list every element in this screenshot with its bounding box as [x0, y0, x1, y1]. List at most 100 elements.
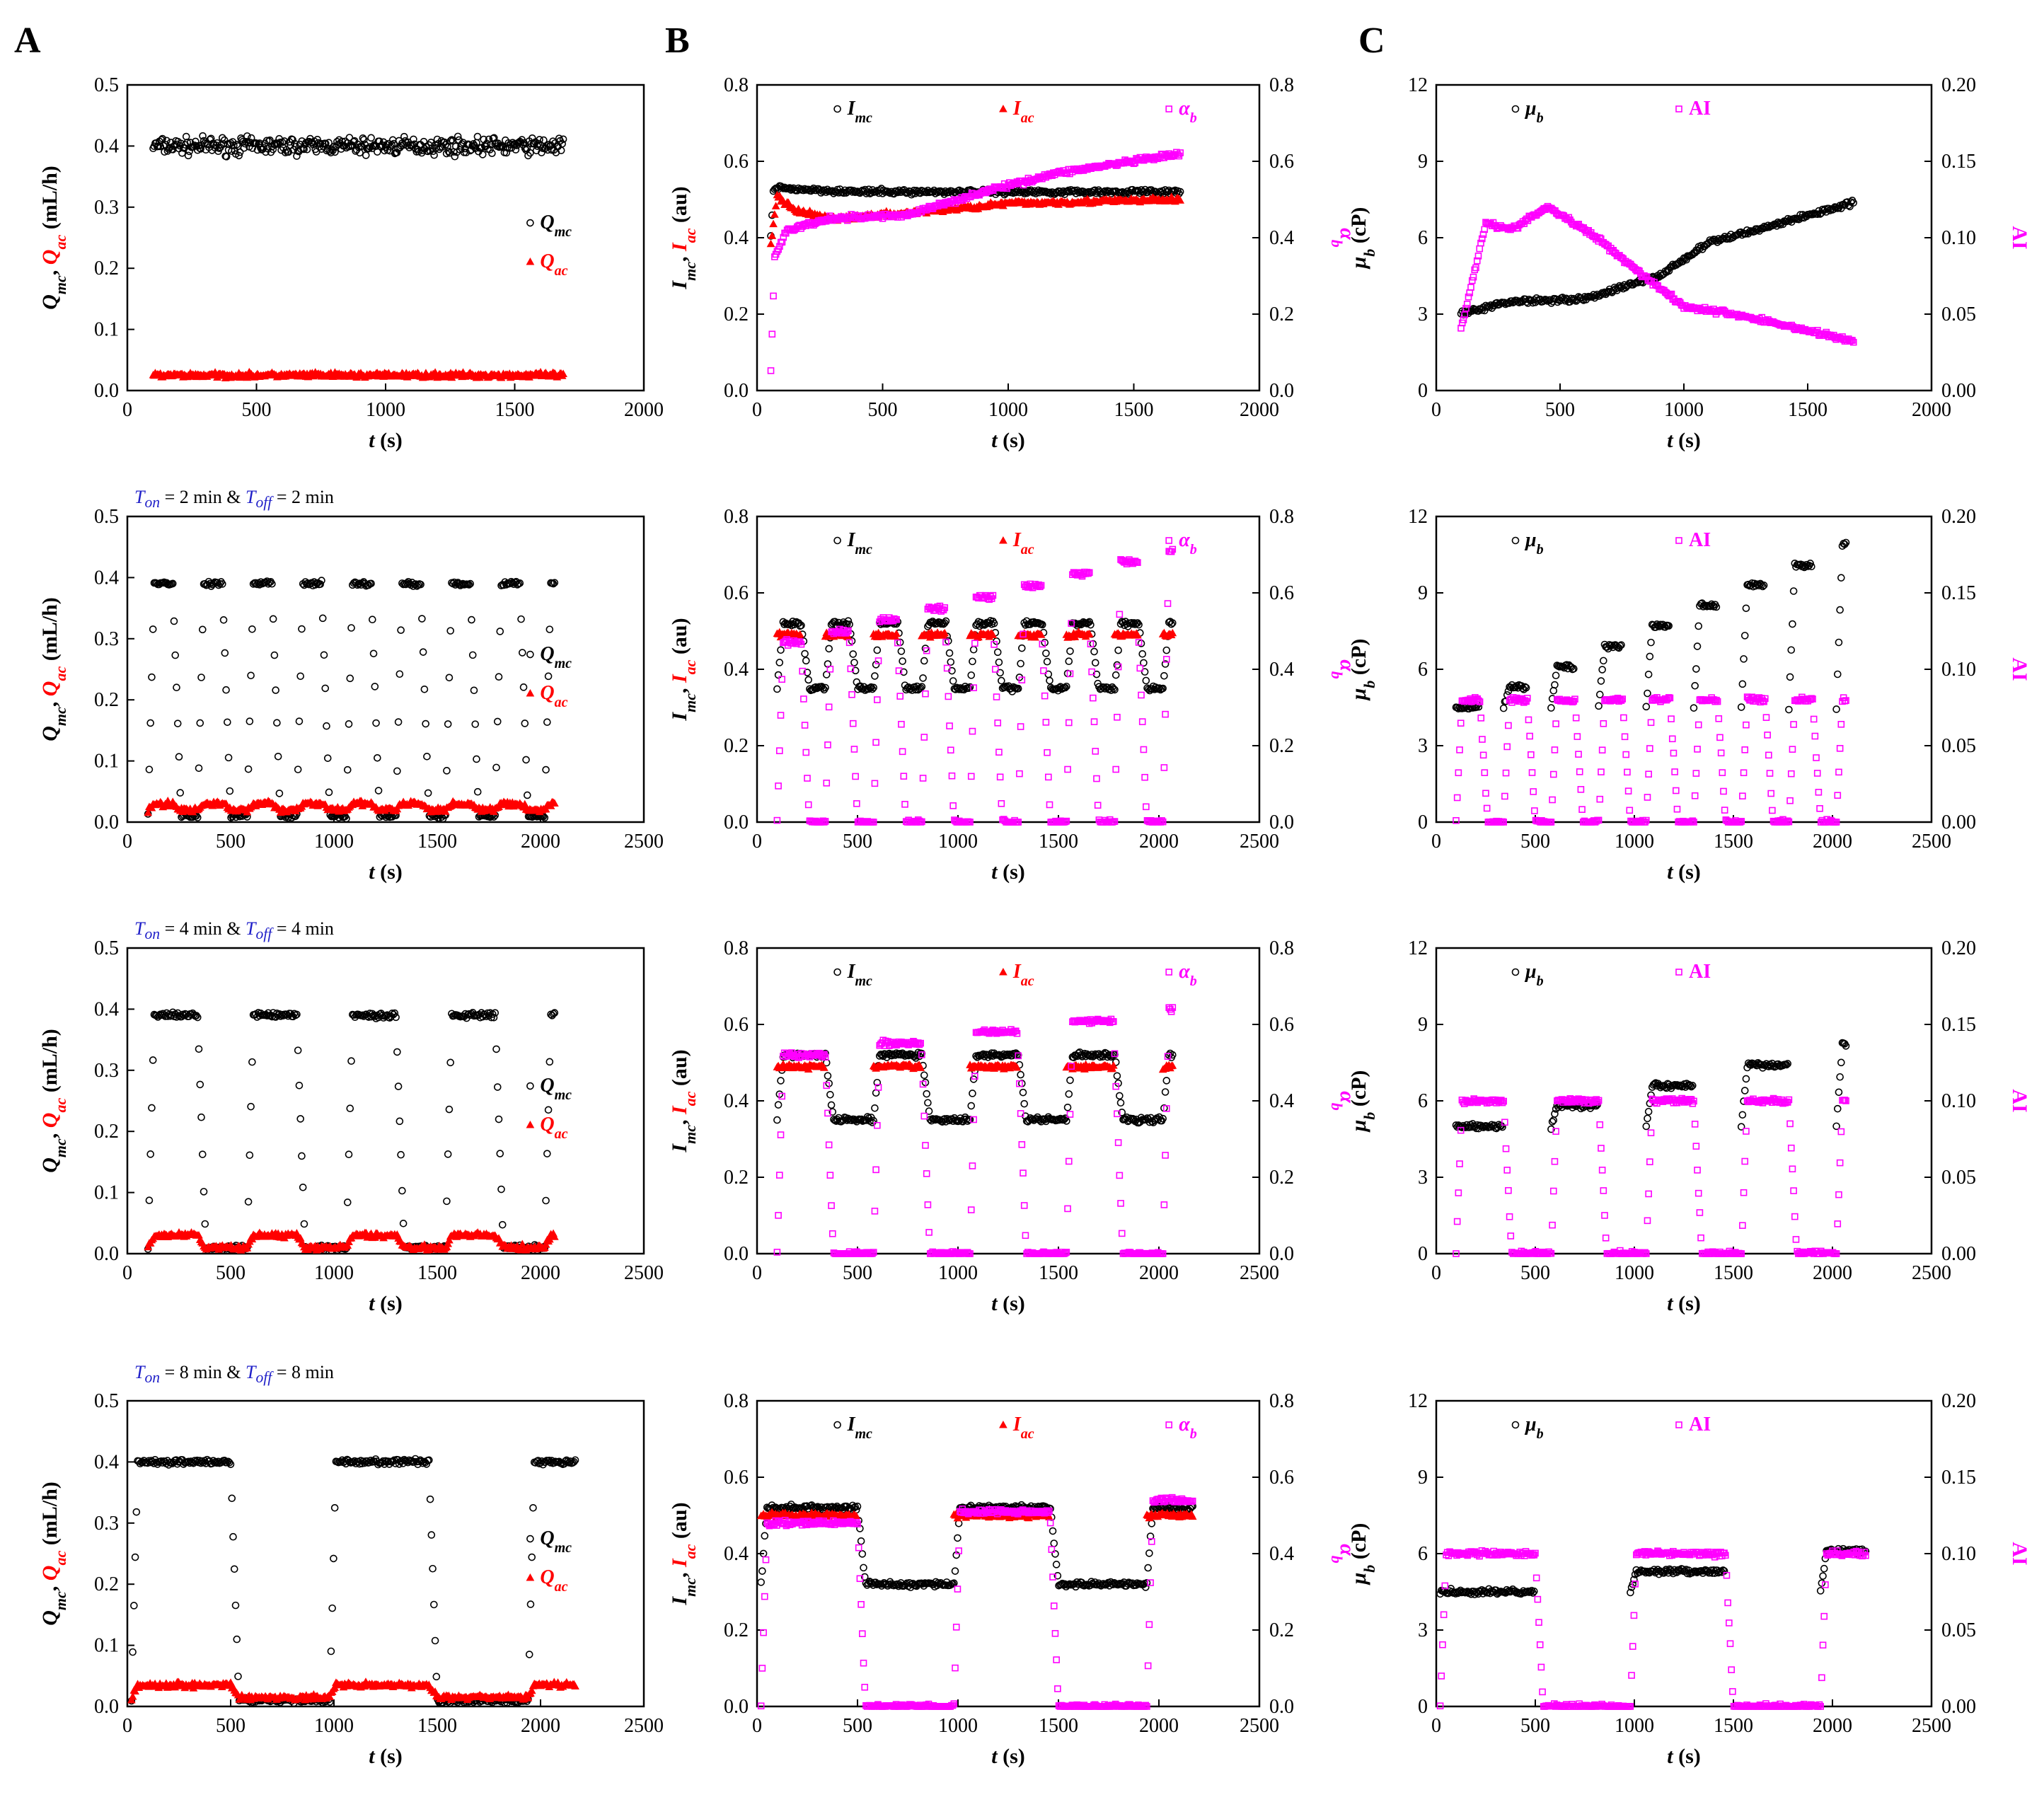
data-point — [473, 787, 482, 796]
data-point — [1455, 769, 1462, 777]
data-point — [1091, 659, 1099, 667]
data-point — [1090, 694, 1097, 702]
y-tick-label: 0.5 — [94, 506, 119, 528]
data-point — [1045, 773, 1052, 781]
y-axis-label: μb (cP) — [1347, 207, 1378, 270]
x-tick-label: 0 — [752, 831, 762, 853]
data-point — [1066, 647, 1074, 655]
data-point — [1644, 670, 1653, 678]
data-point — [1764, 732, 1771, 739]
y-tick-label: 0.5 — [94, 74, 119, 96]
data-point — [445, 1105, 454, 1114]
data-point — [969, 727, 976, 735]
data-point — [900, 773, 908, 780]
data-point — [369, 649, 378, 658]
data-point — [994, 720, 1002, 727]
data-point — [493, 1083, 502, 1091]
data-point — [483, 139, 491, 148]
data-point — [897, 647, 906, 655]
y-tick-label: 0.1 — [94, 751, 119, 773]
panel-label-c: C — [1358, 21, 1385, 61]
data-point — [1114, 713, 1121, 721]
data-point — [969, 657, 976, 666]
y-tick-label: 0.1 — [94, 319, 119, 341]
y-axis-label: μb (cP) — [1347, 639, 1378, 702]
data-point — [1645, 770, 1652, 778]
y-tick-label: 0.4 — [724, 227, 749, 249]
data-point — [198, 1150, 207, 1158]
data-point — [448, 136, 456, 144]
y2-tick-label: 0.8 — [1269, 506, 1294, 528]
condition-label-row4: Ton = 8 min & Toff = 8 min — [134, 1362, 334, 1387]
data-point — [1766, 770, 1774, 777]
data-point — [197, 674, 205, 681]
x-tick-label: 1000 — [1615, 831, 1654, 853]
x-tick-label: 0 — [752, 399, 762, 421]
legend-marker — [1511, 105, 1520, 113]
data-point — [802, 749, 810, 756]
data-point — [1837, 720, 1845, 728]
data-point — [419, 648, 427, 656]
data-point — [296, 672, 304, 681]
data-point — [1813, 754, 1820, 761]
data-point — [145, 1196, 154, 1204]
series-A3-Q_mc — [144, 1008, 559, 1255]
data-point — [543, 1150, 551, 1157]
data-point — [517, 615, 525, 623]
data-point — [492, 763, 500, 772]
data-point — [1531, 807, 1538, 814]
data-point — [443, 767, 451, 775]
x-tick-label: 1500 — [1114, 399, 1154, 421]
data-point — [777, 646, 785, 654]
data-point — [295, 1081, 304, 1090]
legend-marker — [526, 219, 534, 227]
data-point — [945, 649, 954, 657]
data-point — [536, 136, 543, 144]
data-point — [802, 657, 810, 665]
data-point — [949, 677, 957, 685]
data-point — [774, 671, 783, 679]
data-point — [801, 722, 809, 729]
y-tick-label: 0.6 — [724, 151, 749, 173]
data-point — [443, 1197, 451, 1206]
y-tick-label: 0.1 — [94, 1182, 119, 1204]
plot-frame — [1435, 515, 1933, 824]
data-point — [418, 615, 426, 623]
data-point — [1693, 642, 1702, 650]
data-point — [1743, 721, 1750, 729]
y2-tick-label: 0.05 — [1941, 735, 1976, 757]
plot-frame — [756, 515, 1261, 824]
data-point — [1786, 673, 1794, 681]
data-point — [235, 151, 243, 160]
data-point — [1525, 716, 1532, 724]
y2-tick-label: 0.2 — [1269, 304, 1294, 325]
data-point — [1691, 792, 1699, 799]
data-point — [369, 616, 376, 624]
data-point — [397, 626, 405, 634]
y2-tick-label: 0.05 — [1941, 304, 1976, 325]
data-point — [1046, 676, 1053, 685]
data-point — [195, 1045, 203, 1053]
data-point — [996, 773, 1004, 781]
data-point — [1481, 769, 1489, 776]
data-point — [272, 686, 279, 694]
data-point — [1624, 768, 1631, 776]
data-point — [1093, 775, 1100, 782]
data-point — [496, 1150, 504, 1157]
data-point — [1114, 646, 1122, 654]
data-point — [486, 146, 494, 154]
legend-marker — [999, 104, 1007, 112]
data-point — [1018, 644, 1026, 652]
data-point — [1138, 691, 1145, 699]
data-point — [899, 748, 906, 756]
y-tick-label: 0.0 — [94, 1243, 119, 1265]
data-point — [433, 135, 441, 144]
data-point — [1740, 655, 1748, 663]
data-point — [1479, 751, 1487, 759]
data-point — [321, 684, 330, 693]
data-point — [244, 765, 253, 773]
data-point — [1739, 792, 1746, 799]
y-axis-label: Qmc, Qac (mL/h) — [38, 1029, 69, 1173]
data-point — [233, 140, 241, 149]
y2-tick-label: 0.6 — [1269, 151, 1294, 173]
